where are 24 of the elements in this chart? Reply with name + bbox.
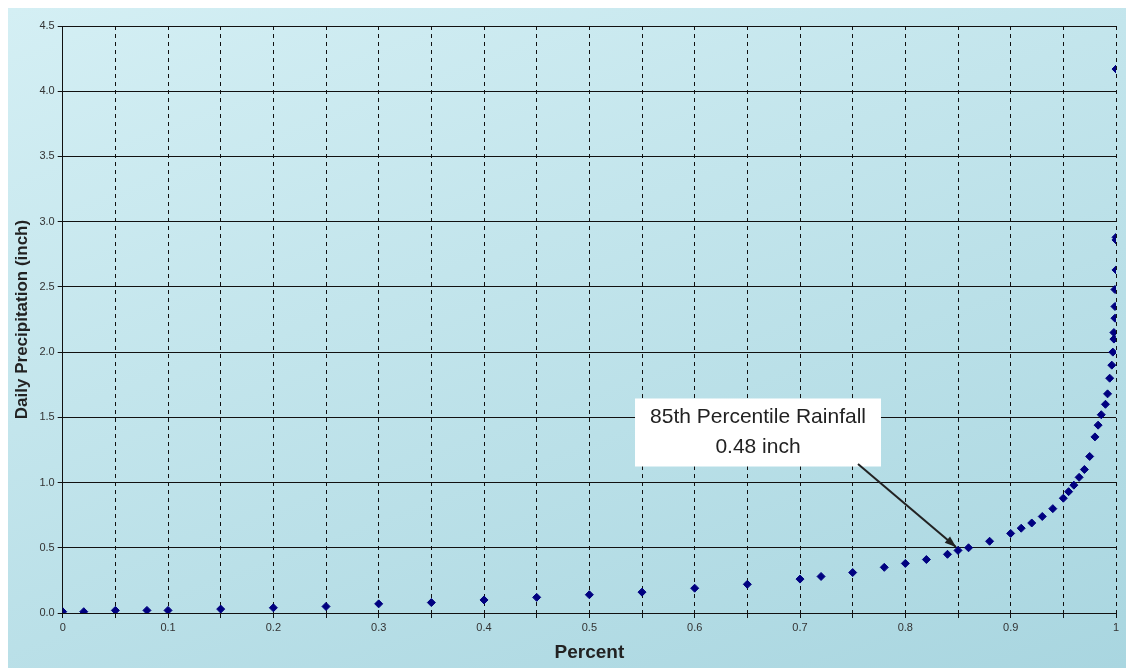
y-tick-label: 4.0 <box>39 84 55 97</box>
x-tick-label: 0.1 <box>160 620 176 633</box>
x-tick-label: 0 <box>59 620 66 633</box>
y-axis-title: Daily Precipitation (inch) <box>11 219 31 420</box>
x-tick-label: 0.8 <box>897 620 913 633</box>
x-tick-label: 1 <box>1112 620 1120 633</box>
x-tick-label: 0.9 <box>1003 620 1019 633</box>
x-tick-label: 0.5 <box>581 620 597 633</box>
y-tick-label: 3.5 <box>39 149 55 162</box>
y-tick-label: 3.0 <box>39 214 55 227</box>
x-tick-label: 0.3 <box>371 620 387 633</box>
y-tick-label: 1.0 <box>39 475 55 488</box>
x-tick-label: 0.2 <box>265 620 281 633</box>
y-tick-label: 2.0 <box>39 345 55 358</box>
x-tick-label: 0.4 <box>476 620 492 633</box>
y-tick-label: 1.5 <box>39 410 55 423</box>
y-tick-label: 0.5 <box>39 540 55 553</box>
x-tick-label: 0.6 <box>687 620 703 633</box>
y-tick-label: 0.0 <box>39 606 55 619</box>
y-tick-label: 4.5 <box>39 19 55 32</box>
y-tick-label: 2.5 <box>39 279 55 292</box>
annotation: 85th Percentile Rainfall 0.48 inch <box>650 404 866 458</box>
x-axis-title: Percent <box>554 640 625 662</box>
x-tick-label: 0.7 <box>792 620 808 633</box>
